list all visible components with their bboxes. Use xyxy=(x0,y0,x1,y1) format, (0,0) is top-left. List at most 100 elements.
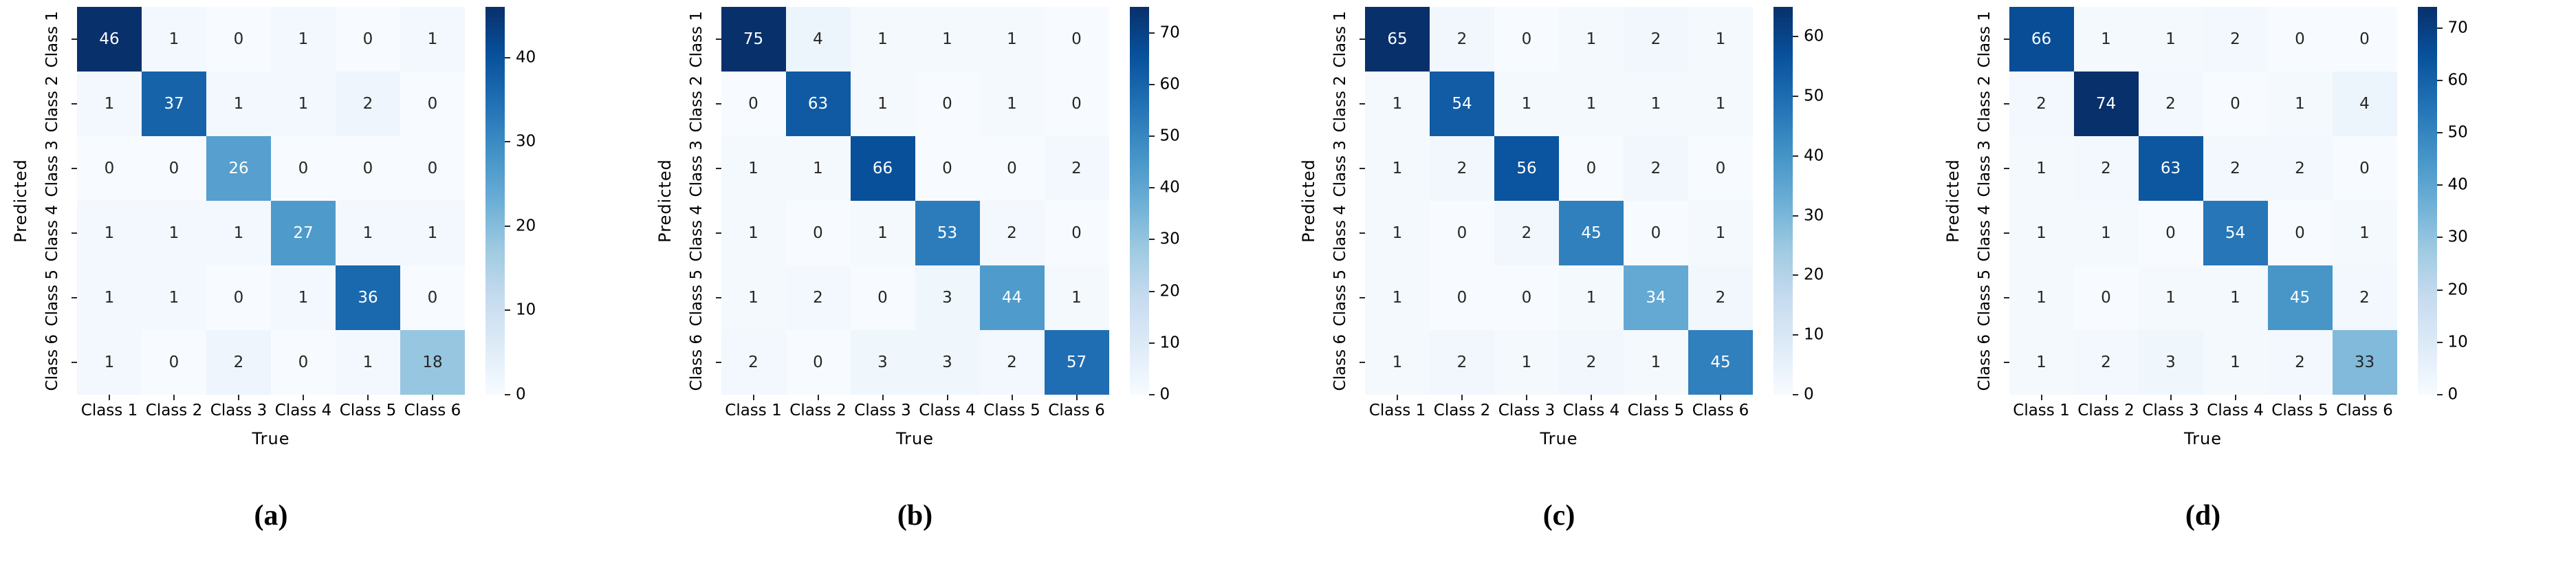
cell-value: 1 xyxy=(233,223,244,242)
y-axis-label: Predicted xyxy=(655,159,675,243)
cell-value: 1 xyxy=(1392,353,1403,371)
heatmap-cell: 0 xyxy=(1430,265,1494,330)
cell-value: 46 xyxy=(99,30,120,48)
heatmap-cell: 1 xyxy=(2009,330,2074,395)
y-tick-mark xyxy=(2003,362,2009,363)
colorbar-tick-mark xyxy=(2436,394,2443,395)
x-tick-label: Class 4 xyxy=(919,402,976,419)
cell-value: 2 xyxy=(813,288,823,307)
cell-value: 3 xyxy=(877,353,888,371)
cell-value: 1 xyxy=(104,353,115,371)
y-tick-label: Class 3 xyxy=(1972,136,1997,201)
heatmap-cell: 2 xyxy=(1430,7,1494,72)
cell-value: 1 xyxy=(362,223,373,242)
heatmap-cell: 1 xyxy=(2073,201,2139,265)
heatmap-cell: 45 xyxy=(1688,330,1753,395)
colorbar-tick-mark xyxy=(1793,215,1798,217)
cell-value: 0 xyxy=(2359,30,2370,48)
y-tick-label: Class 1 xyxy=(1972,7,1997,72)
colorbar-tick-label: 50 xyxy=(1159,127,1180,145)
cell-value: 0 xyxy=(877,288,888,307)
colorbar-tick-mark xyxy=(1793,36,1798,38)
cell-value: 0 xyxy=(1650,223,1661,242)
cell-value: 74 xyxy=(2095,94,2117,113)
heatmap-cell: 18 xyxy=(400,330,465,395)
y-axis-label: Predicted xyxy=(1943,159,1963,243)
cell-value: 53 xyxy=(937,223,958,242)
heatmap-cell: 0 xyxy=(206,7,271,72)
cell-value: 1 xyxy=(1586,288,1597,307)
panel-caption: (b) xyxy=(897,500,933,532)
y-tick-label-text: Class 1 xyxy=(1331,10,1349,68)
colorbar-tick-label: 50 xyxy=(2447,123,2468,142)
y-tick-mark xyxy=(1360,103,1365,105)
colorbar-tick-mark xyxy=(1793,334,1798,336)
heatmap-cell: 2 xyxy=(2009,72,2074,136)
y-tick-label-text: Class 3 xyxy=(687,140,706,197)
cell-value: 0 xyxy=(1007,159,1017,177)
heatmap-cell: 1 xyxy=(2009,136,2074,201)
y-tick-mark xyxy=(72,232,77,234)
cell-value: 45 xyxy=(1710,353,1731,371)
cell-value: 1 xyxy=(2359,223,2370,242)
colorbar-gradient xyxy=(1773,7,1793,395)
y-tick-label: Class 1 xyxy=(1328,7,1353,72)
cell-value: 1 xyxy=(1007,94,1017,113)
cell-value: 63 xyxy=(2160,159,2181,177)
y-tick-mark xyxy=(715,103,721,105)
x-tick-mark xyxy=(1011,395,1013,400)
y-tick-label: Class 6 xyxy=(684,330,709,395)
heatmap-cell: 1 xyxy=(1044,265,1109,330)
colorbar-tick-mark xyxy=(1148,290,1155,292)
heatmap-cell: 0 xyxy=(785,330,851,395)
cell-value: 0 xyxy=(362,159,373,177)
cell-value: 0 xyxy=(1071,94,1082,113)
cell-value: 1 xyxy=(2230,353,2240,371)
heatmap-cell: 0 xyxy=(1044,72,1109,136)
heatmap-cell: 0 xyxy=(2203,72,2268,136)
heatmap-cell: 0 xyxy=(142,330,206,395)
cell-value: 2 xyxy=(1650,30,1661,48)
colorbar-tick-label: 10 xyxy=(2447,333,2468,351)
heatmap-cell: 2 xyxy=(2203,7,2268,72)
cell-value: 1 xyxy=(298,94,309,113)
cell-value: 0 xyxy=(1521,288,1532,307)
cell-value: 0 xyxy=(1071,223,1082,242)
colorbar-tick-mark xyxy=(2436,237,2443,239)
cell-value: 2 xyxy=(2230,30,2240,48)
heatmap-cell: 2 xyxy=(2267,330,2333,395)
cell-value: 0 xyxy=(233,30,244,48)
x-tick-label: Class 4 xyxy=(1562,402,1620,419)
cell-value: 2 xyxy=(1007,223,1017,242)
heatmap-cell: 1 xyxy=(271,7,336,72)
heatmap-cell: 0 xyxy=(721,72,786,136)
heatmap-cell: 1 xyxy=(1624,72,1688,136)
heatmap-cell: 1 xyxy=(1365,201,1430,265)
cell-value: 2 xyxy=(2359,288,2370,307)
cell-value: 18 xyxy=(422,353,443,371)
cell-value: 3 xyxy=(942,353,952,371)
colorbar: 0 10 20 30 40 50 60 xyxy=(1773,7,1877,402)
panel-caption: (c) xyxy=(1542,500,1575,532)
cell-value: 0 xyxy=(2101,288,2111,307)
heatmap-cell: 1 xyxy=(1688,201,1753,265)
colorbar-tick-mark xyxy=(2436,79,2443,81)
x-axis-label: True xyxy=(1540,429,1578,448)
y-tick-label: Class 6 xyxy=(1972,330,1997,395)
cell-value: 1 xyxy=(1521,94,1532,113)
cell-value: 1 xyxy=(362,353,373,371)
cell-value: 45 xyxy=(1581,223,1602,242)
y-tick-mark xyxy=(72,39,77,40)
heatmap-cell: 1 xyxy=(850,7,915,72)
cell-value: 0 xyxy=(813,223,823,242)
heatmap-cell: 46 xyxy=(77,7,142,72)
cell-value: 0 xyxy=(2295,223,2305,242)
heatmap-cell: 0 xyxy=(2332,136,2397,201)
x-tick-label: Class 2 xyxy=(1433,402,1491,419)
y-tick-mark xyxy=(715,232,721,234)
colorbar-tick-label: 60 xyxy=(1159,75,1180,94)
heatmap-cell: 74 xyxy=(2073,72,2139,136)
heatmap-cell: 0 xyxy=(2332,7,2397,72)
heatmap-cell: 0 xyxy=(979,136,1045,201)
heatmap-cell: 1 xyxy=(1559,7,1624,72)
